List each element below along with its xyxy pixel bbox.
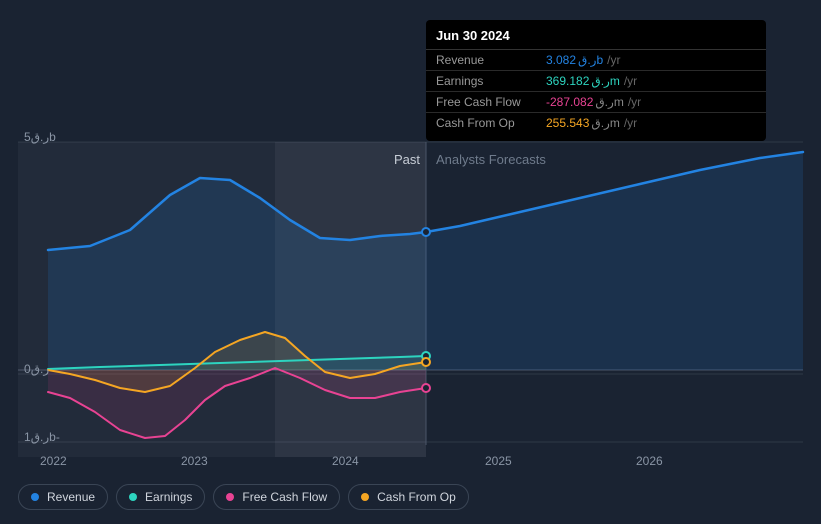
financial-forecast-chart: ر.ق5b ر.ق0 ر.ق1b- 2022 2023 2024 2025 2026 Pas… bbox=[0, 0, 821, 524]
x-axis-tick: 2023 bbox=[181, 454, 208, 468]
chart-legend: Revenue Earnings Free Cash Flow Cash From O… bbox=[18, 484, 469, 510]
y-axis-tick: ر.ق5b bbox=[24, 130, 56, 144]
legend-item-fcf[interactable]: Free Cash Flow bbox=[213, 484, 340, 510]
past-label: Past bbox=[394, 152, 420, 167]
tooltip-metric-label: Earnings bbox=[436, 74, 546, 88]
tooltip-row: Revenue3.082ر.قb/yr bbox=[426, 50, 766, 71]
tooltip-metric-value: 369.182ر.قm/yr bbox=[546, 74, 756, 88]
legend-label: Earnings bbox=[145, 490, 192, 504]
tooltip-metric-value: 3.082ر.قb/yr bbox=[546, 53, 756, 67]
x-axis-tick: 2022 bbox=[40, 454, 67, 468]
legend-label: Free Cash Flow bbox=[242, 490, 327, 504]
x-axis-tick: 2026 bbox=[636, 454, 663, 468]
legend-dot-icon bbox=[31, 493, 39, 501]
legend-dot-icon bbox=[129, 493, 137, 501]
y-axis-tick: ر.ق0 bbox=[24, 362, 49, 376]
y-axis-tick: ر.ق1b- bbox=[24, 430, 60, 444]
tooltip-row: Cash From Op255.543ر.قm/yr bbox=[426, 113, 766, 133]
tooltip-metric-label: Revenue bbox=[436, 53, 546, 67]
forecast-label: Analysts Forecasts bbox=[436, 152, 546, 167]
legend-dot-icon bbox=[361, 493, 369, 501]
legend-label: Revenue bbox=[47, 490, 95, 504]
tooltip-metric-value: -287.082ر.قm/yr bbox=[546, 95, 756, 109]
legend-dot-icon bbox=[226, 493, 234, 501]
legend-item-earnings[interactable]: Earnings bbox=[116, 484, 205, 510]
chart-tooltip: Jun 30 2024 Revenue3.082ر.قb/yrEarnings3… bbox=[426, 20, 766, 141]
tooltip-date: Jun 30 2024 bbox=[426, 28, 766, 50]
tooltip-row: Earnings369.182ر.قm/yr bbox=[426, 71, 766, 92]
tooltip-metric-label: Cash From Op bbox=[436, 116, 546, 130]
tooltip-row: Free Cash Flow-287.082ر.قm/yr bbox=[426, 92, 766, 113]
tooltip-metric-value: 255.543ر.قm/yr bbox=[546, 116, 756, 130]
legend-item-cfo[interactable]: Cash From Op bbox=[348, 484, 469, 510]
x-axis-tick: 2025 bbox=[485, 454, 512, 468]
x-axis-tick: 2024 bbox=[332, 454, 359, 468]
legend-label: Cash From Op bbox=[377, 490, 456, 504]
tooltip-metric-label: Free Cash Flow bbox=[436, 95, 546, 109]
legend-item-revenue[interactable]: Revenue bbox=[18, 484, 108, 510]
